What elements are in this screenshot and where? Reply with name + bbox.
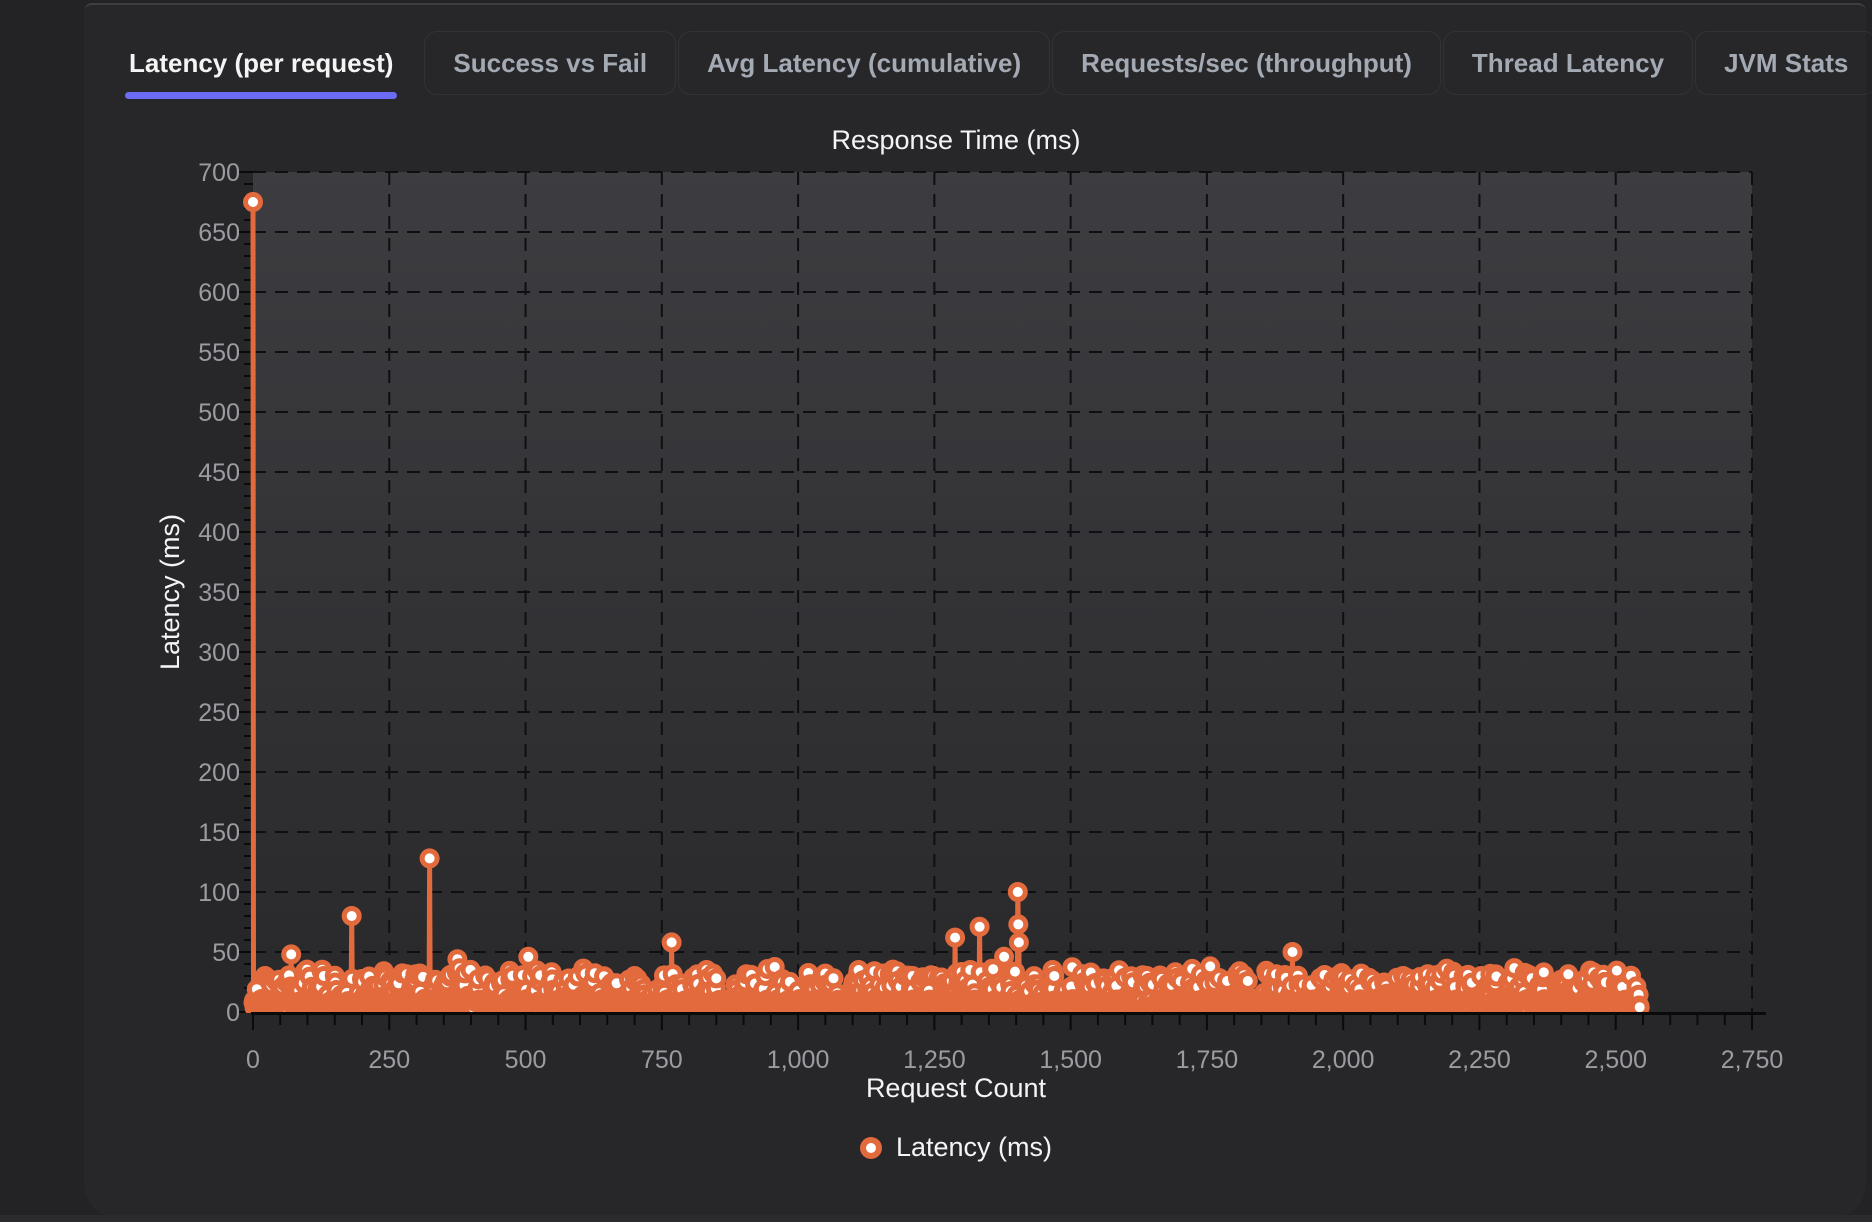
legend-item-latency[interactable]: Latency (ms) xyxy=(859,1132,1053,1163)
tick-labels: 0 50 100 150 200 250 300 350 400 450 500 550 600 650 7… xyxy=(198,159,1783,1074)
svg-text:200: 200 xyxy=(198,759,240,787)
svg-text:700: 700 xyxy=(198,159,240,187)
svg-text:400: 400 xyxy=(198,519,240,547)
svg-text:50: 50 xyxy=(212,939,240,967)
svg-text:250: 250 xyxy=(198,699,240,727)
svg-text:500: 500 xyxy=(505,1046,547,1074)
svg-text:2,500: 2,500 xyxy=(1584,1046,1647,1074)
legend-marker-icon xyxy=(859,1136,882,1159)
svg-text:750: 750 xyxy=(641,1046,683,1074)
tab-avg-latency-cumulative[interactable]: Avg Latency (cumulative) xyxy=(678,31,1051,95)
svg-text:500: 500 xyxy=(198,399,240,427)
tab-latency-per-request[interactable]: Latency (per request) xyxy=(100,31,422,95)
svg-text:1,250: 1,250 xyxy=(903,1046,966,1074)
tab-jvm-stats[interactable]: JVM Stats xyxy=(1695,31,1872,95)
svg-text:0: 0 xyxy=(226,999,240,1027)
tab-success-vs-fail[interactable]: Success vs Fail xyxy=(424,31,677,95)
svg-text:250: 250 xyxy=(368,1046,410,1074)
svg-text:2,000: 2,000 xyxy=(1312,1046,1375,1074)
gridlines xyxy=(253,171,1753,1012)
svg-text:450: 450 xyxy=(198,459,240,487)
svg-text:100: 100 xyxy=(198,879,240,907)
bottom-edge xyxy=(0,1215,1872,1222)
svg-text:350: 350 xyxy=(198,579,240,607)
svg-text:1,500: 1,500 xyxy=(1039,1046,1102,1074)
tab-thread-latency[interactable]: Thread Latency xyxy=(1442,31,1694,95)
series-latency xyxy=(243,192,1650,1013)
tab-requests-per-sec[interactable]: Requests/sec (throughput) xyxy=(1052,31,1441,95)
tab-bar: Latency (per request) Success vs Fail Av… xyxy=(100,31,1872,95)
svg-text:600: 600 xyxy=(198,279,240,307)
svg-text:300: 300 xyxy=(198,639,240,667)
legend-label: Latency (ms) xyxy=(895,1132,1053,1162)
svg-text:1,750: 1,750 xyxy=(1176,1046,1239,1074)
svg-text:0: 0 xyxy=(246,1046,260,1074)
legend: Latency (ms) xyxy=(160,1132,1752,1163)
active-tab-indicator xyxy=(125,92,397,99)
svg-text:2,750: 2,750 xyxy=(1721,1046,1784,1074)
chart-title: Response Time (ms) xyxy=(831,125,1081,155)
svg-text:1,000: 1,000 xyxy=(767,1046,830,1074)
x-axis-title: Request Count xyxy=(865,1073,1047,1103)
svg-text:150: 150 xyxy=(198,819,240,847)
svg-text:550: 550 xyxy=(198,339,240,367)
svg-text:2,250: 2,250 xyxy=(1448,1046,1511,1074)
y-axis-title: Latency (ms) xyxy=(155,513,185,671)
svg-text:650: 650 xyxy=(198,219,240,247)
